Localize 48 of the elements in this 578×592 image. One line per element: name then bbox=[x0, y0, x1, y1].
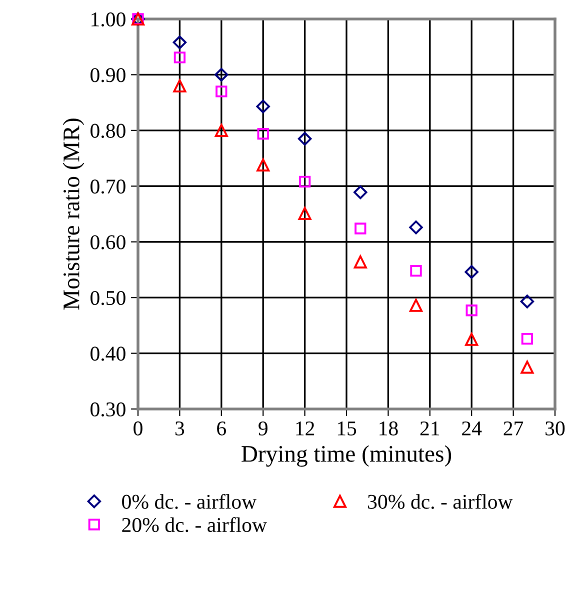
x-tick-label: 27 bbox=[504, 421, 524, 436]
y-tick-label: 0.60 bbox=[90, 235, 126, 250]
x-tick-label: 15 bbox=[338, 422, 356, 436]
point bbox=[256, 100, 270, 114]
point bbox=[464, 265, 478, 279]
y-tick-label: 0.70 bbox=[90, 180, 126, 194]
point bbox=[354, 255, 367, 268]
point bbox=[410, 264, 422, 277]
point bbox=[256, 158, 270, 172]
point bbox=[298, 206, 312, 220]
point bbox=[465, 332, 478, 346]
point bbox=[409, 298, 423, 312]
y-tick-label: 0.80 bbox=[90, 124, 126, 138]
point bbox=[172, 36, 187, 50]
point bbox=[298, 132, 312, 146]
y-tick-label: 0.30 bbox=[90, 402, 126, 417]
legend-label: 0% dc. - airflow bbox=[122, 494, 257, 509]
x-tick-label: 30 bbox=[546, 421, 565, 436]
legend-label: 30% dc. - airflow bbox=[368, 494, 513, 509]
y-axis-title: Moisture ratio (MR) bbox=[62, 118, 84, 310]
y-tick-label: 0.50 bbox=[90, 290, 126, 306]
x-tick-label: 18 bbox=[380, 421, 398, 436]
x-tick-label: 6 bbox=[217, 421, 226, 436]
x-tick-label: 12 bbox=[296, 421, 314, 436]
x-axis-title: Drying time (minutes) bbox=[242, 445, 452, 467]
point bbox=[298, 176, 311, 188]
point bbox=[521, 332, 534, 345]
point bbox=[214, 124, 228, 137]
point bbox=[520, 360, 534, 374]
point bbox=[354, 222, 366, 234]
point bbox=[466, 304, 478, 316]
x-tick-label: 3 bbox=[175, 421, 184, 436]
x-tick-label: 9 bbox=[258, 421, 268, 436]
y-tick-label: 0.90 bbox=[90, 68, 126, 82]
legend-label: 20% dc. - airflow bbox=[122, 517, 267, 532]
point bbox=[174, 52, 186, 64]
point bbox=[216, 86, 228, 98]
y-tick-label: 1.00 bbox=[92, 12, 126, 27]
x-tick-label: 24 bbox=[462, 421, 482, 436]
x-tick-label: 0 bbox=[134, 421, 142, 436]
point bbox=[214, 68, 228, 82]
point bbox=[354, 185, 368, 200]
point bbox=[257, 128, 269, 140]
point bbox=[409, 220, 423, 234]
point bbox=[173, 79, 186, 92]
x-tick-label: 21 bbox=[420, 421, 440, 436]
point bbox=[520, 294, 534, 308]
y-tick-label: 0.40 bbox=[90, 346, 126, 361]
